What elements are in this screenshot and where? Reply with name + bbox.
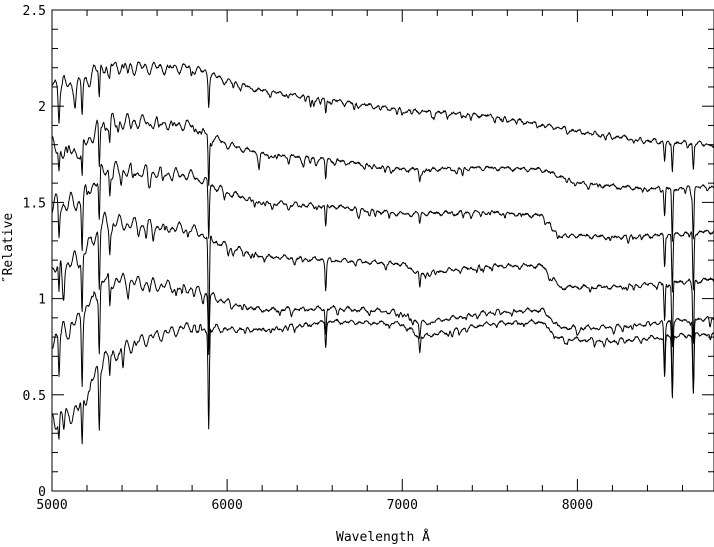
plot-frame — [51, 9, 714, 492]
y-tick-label: 2 — [38, 100, 46, 115]
y-tick-label: 2.5 — [23, 4, 46, 19]
spectrum-line-4 — [51, 211, 714, 349]
spectrum-line-6 — [51, 318, 714, 445]
spectra-group — [51, 61, 714, 445]
spectrum-line-3 — [51, 160, 714, 293]
x-axis-ticks: 5000 6000 7000 8000 — [36, 10, 683, 513]
y-axis-label: ″Relative — [1, 213, 16, 284]
x-axis-label: Wavelength Å — [336, 529, 430, 545]
x-tick-label: 5000 — [36, 498, 67, 513]
x-tick-label: 8000 — [562, 498, 593, 513]
y-axis-ticks: 0 0.5 1 1.5 2 2.5 — [23, 4, 714, 500]
spectrum-line-5 — [51, 272, 714, 396]
y-tick-label: 1 — [38, 293, 46, 308]
y-tick-label: 0.5 — [23, 389, 46, 404]
y-tick-label: 0 — [38, 485, 46, 500]
spectrum-line-1 — [51, 61, 714, 173]
x-tick-label: 7000 — [387, 498, 418, 513]
y-tick-label: 1.5 — [23, 196, 46, 211]
spectrum-line-2 — [51, 112, 714, 242]
x-tick-label: 6000 — [211, 498, 242, 513]
